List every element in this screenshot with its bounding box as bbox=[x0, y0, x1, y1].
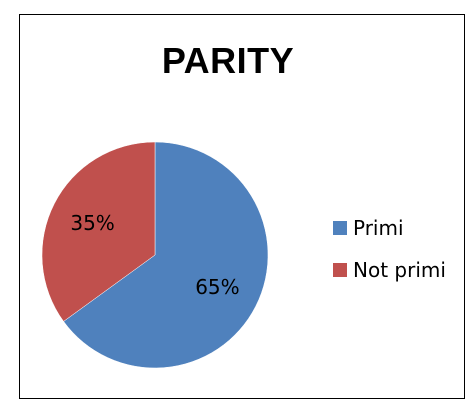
legend: Primi Not primi bbox=[333, 214, 446, 298]
data-label-not-primi: 35% bbox=[70, 211, 114, 235]
legend-swatch-primi bbox=[333, 221, 347, 235]
data-label-primi: 65% bbox=[195, 275, 239, 299]
pie-slice-not-primi bbox=[41, 141, 156, 322]
legend-label-not-primi: Not primi bbox=[353, 258, 446, 282]
legend-item-not-primi: Not primi bbox=[333, 256, 446, 284]
legend-swatch-not-primi bbox=[333, 263, 347, 277]
chart-title: PARITY bbox=[161, 40, 295, 81]
legend-label-primi: Primi bbox=[353, 216, 404, 240]
legend-item-primi: Primi bbox=[333, 214, 446, 242]
pie-slice-primi bbox=[63, 141, 269, 369]
